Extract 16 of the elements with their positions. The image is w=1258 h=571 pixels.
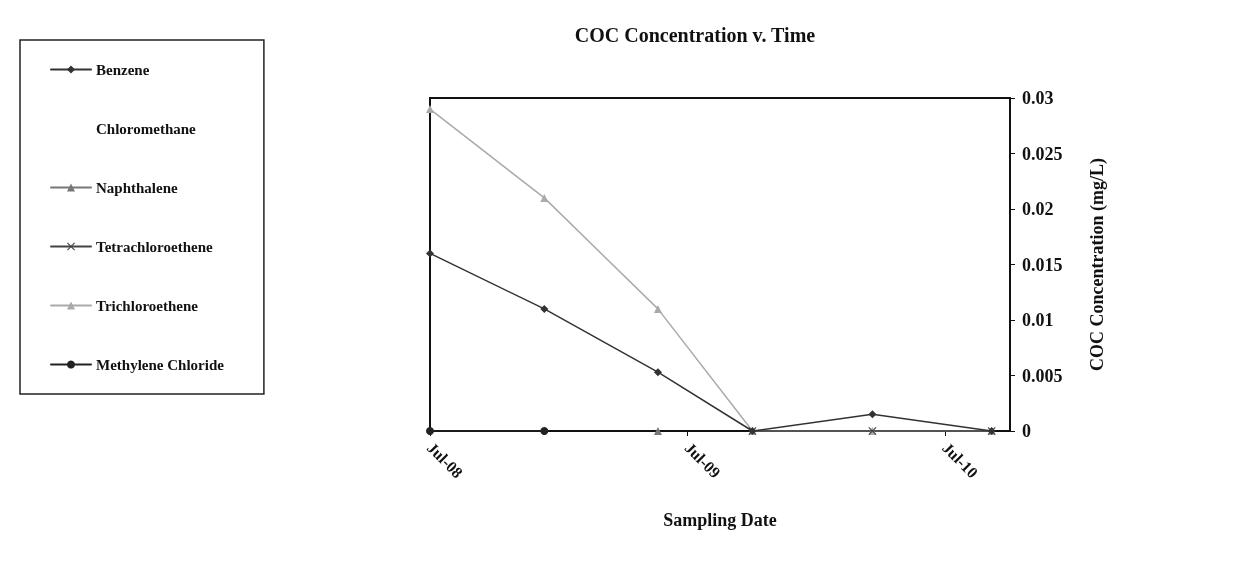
- y-tick-label: 0.02: [1022, 199, 1054, 219]
- legend-label: Tetrachloroethene: [96, 238, 213, 255]
- legend-label: Methylene Chloride: [96, 356, 225, 373]
- x-axis-title: Sampling Date: [663, 510, 777, 530]
- legend-label: Benzene: [96, 61, 150, 78]
- y-tick-label: 0.03: [1022, 88, 1054, 108]
- y-tick-label: 0.005: [1022, 365, 1063, 386]
- legend-label: Trichloroethene: [96, 297, 199, 314]
- y-tick-label: 0.01: [1022, 310, 1054, 330]
- y-tick-label: 0: [1022, 421, 1031, 441]
- y-tick-label: 0.015: [1022, 254, 1063, 275]
- y-tick-label: 0.025: [1022, 143, 1063, 164]
- y-axis-title: COC Concentration (mg/L): [1087, 158, 1108, 371]
- text: Chloromethane: [96, 120, 197, 137]
- legend-label: Naphthalene: [96, 179, 179, 196]
- chart-title: COC Concentration v. Time: [574, 24, 816, 46]
